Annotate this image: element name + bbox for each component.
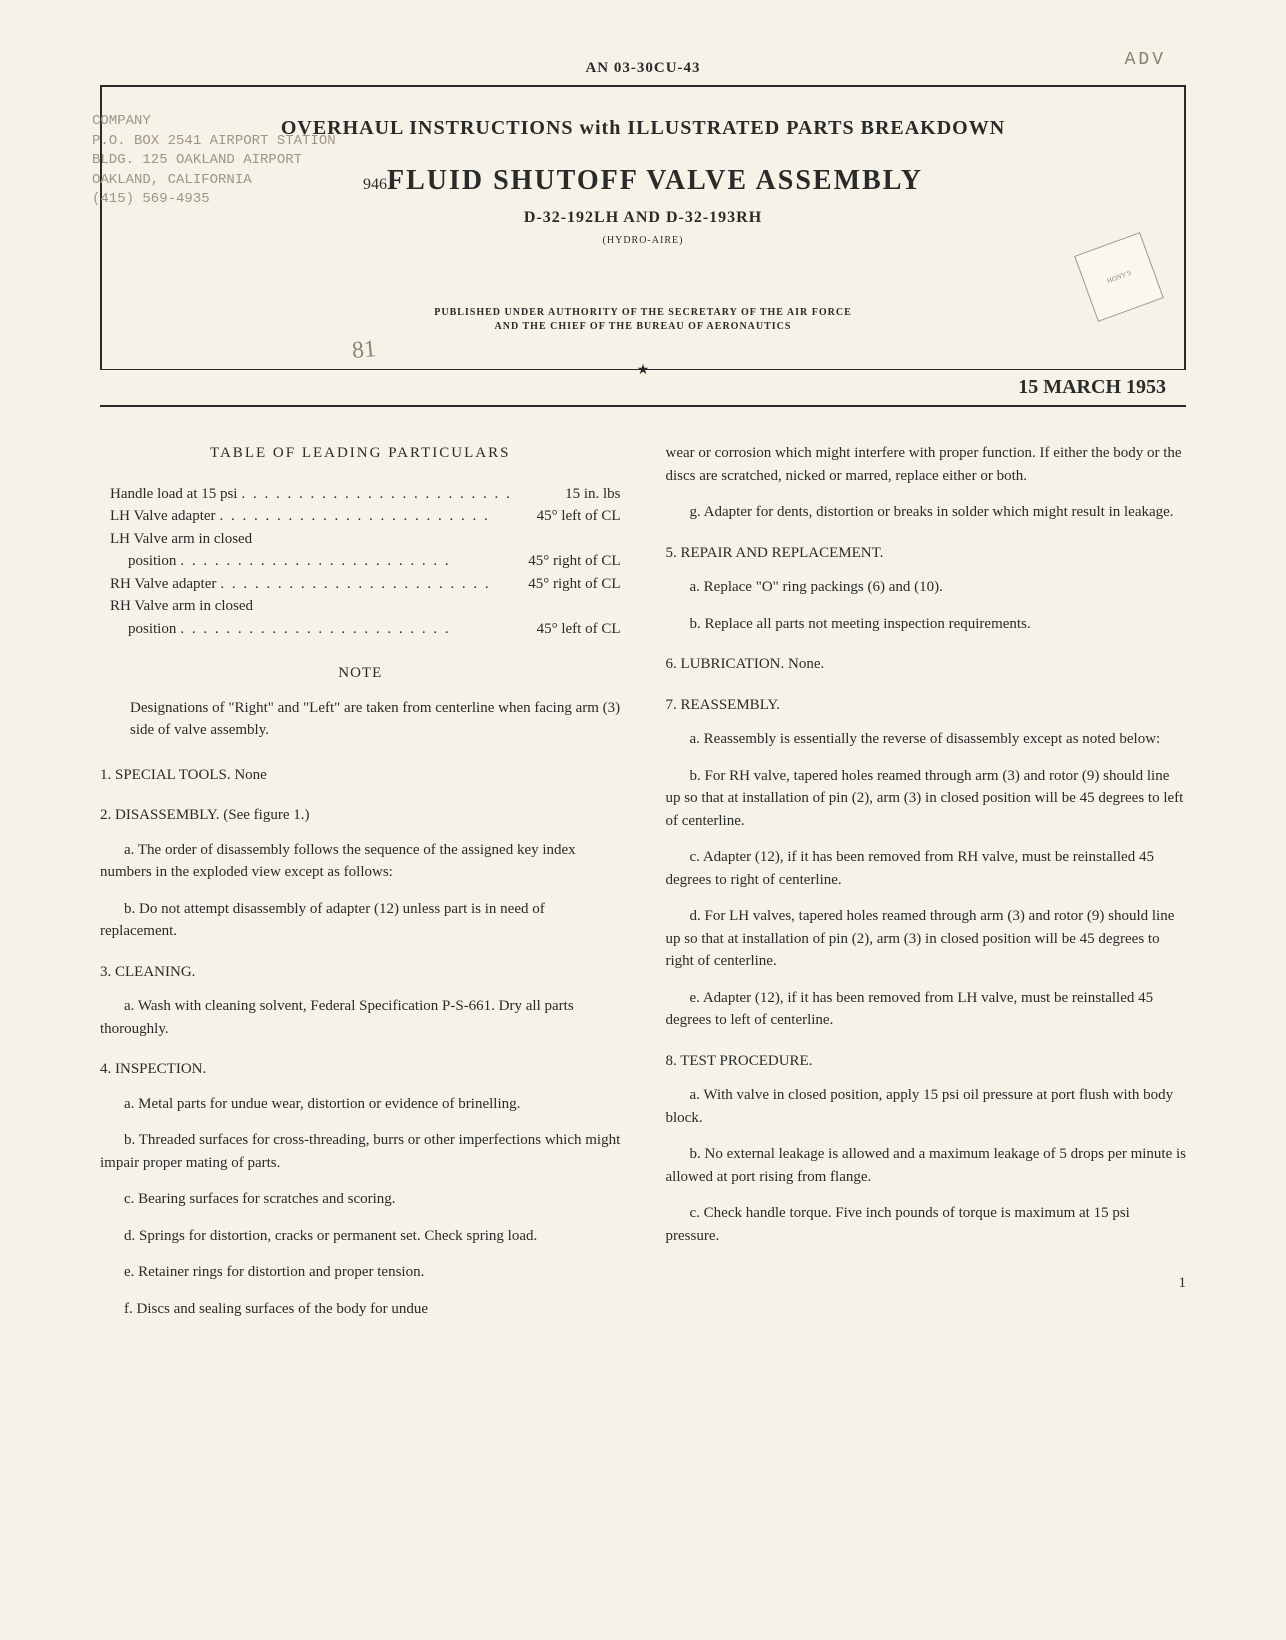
stamp-line: OAKLAND, CALIFORNIA — [92, 171, 336, 191]
handwriting: 81 — [351, 336, 377, 365]
leading-value: 45° right of CL — [528, 573, 620, 596]
publication-date: 15 MARCH 1953 — [120, 376, 1166, 399]
advance-stamp: ADV — [1125, 50, 1166, 70]
star-icon: ★ — [637, 362, 650, 379]
paragraph-continuation: wear or corrosion which might interfere … — [666, 442, 1187, 487]
paragraph: b. No external leakage is allowed and a … — [666, 1143, 1187, 1188]
leading-row: LH Valve adapter . . . . . . . . . . . .… — [110, 505, 621, 528]
leader-dots: . . . . . . . . . . . . . . . . . . . . … — [180, 618, 532, 641]
paragraph: a. With valve in closed position, apply … — [666, 1084, 1187, 1129]
part-numbers: D-32-192LH AND D-32-193RH — [132, 209, 1154, 227]
paragraph: d. For LH valves, tapered holes reamed t… — [666, 905, 1187, 973]
manufacturer: (HYDRO-AIRE) — [132, 235, 1154, 246]
document-id: AN 03-30CU-43 — [100, 60, 1186, 77]
right-body-text: wear or corrosion which might interfere … — [666, 442, 1187, 1247]
leading-value: 15 in. lbs — [565, 483, 620, 506]
leading-particulars-title: TABLE OF LEADING PARTICULARS — [100, 442, 621, 465]
section-heading: 8. TEST PROCEDURE. — [666, 1050, 1187, 1073]
leader-dots: . . . . . . . . . . . . . . . . . . . . … — [180, 550, 524, 573]
company-stamp: COMPANY P.O. BOX 2541 AIRPORT STATION BL… — [92, 112, 336, 210]
leading-label: RH Valve adapter — [110, 573, 216, 596]
paragraph: b. Threaded surfaces for cross-threading… — [100, 1129, 621, 1174]
authority-line: PUBLISHED UNDER AUTHORITY OF THE SECRETA… — [132, 306, 1154, 320]
right-column: wear or corrosion which might interfere … — [666, 442, 1187, 1334]
paragraph: b. For RH valve, tapered holes reamed th… — [666, 765, 1187, 833]
paragraph: a. The order of disassembly follows the … — [100, 839, 621, 884]
leading-row: LH Valve arm in closed — [110, 528, 621, 551]
leading-value: 45° right of CL — [528, 550, 620, 573]
paragraph: e. Adapter (12), if it has been removed … — [666, 987, 1187, 1032]
leading-label: Handle load at 15 psi — [110, 483, 237, 506]
paragraph: c. Adapter (12), if it has been removed … — [666, 846, 1187, 891]
section-heading: 3. CLEANING. — [100, 961, 621, 984]
paragraph: a. Reassembly is essentially the reverse… — [666, 728, 1187, 751]
leading-particulars-table: Handle load at 15 psi . . . . . . . . . … — [100, 483, 621, 641]
paragraph: a. Metal parts for undue wear, distortio… — [100, 1093, 621, 1116]
leader-dots: . . . . . . . . . . . . . . . . . . . . … — [241, 483, 561, 506]
note-body: Designations of "Right" and "Left" are t… — [130, 697, 621, 742]
leading-value: 45° left of CL — [537, 505, 621, 528]
leading-label: position — [128, 618, 176, 641]
title-prefix: 946 — [363, 176, 387, 193]
leading-row: Handle load at 15 psi . . . . . . . . . … — [110, 483, 621, 506]
section-heading: 1. SPECIAL TOOLS. None — [100, 764, 621, 787]
paragraph: g. Adapter for dents, distortion or brea… — [666, 501, 1187, 524]
paragraph: e. Retainer rings for distortion and pro… — [100, 1261, 621, 1284]
leader-dots: . . . . . . . . . . . . . . . . . . . . … — [220, 505, 533, 528]
stamp-line: P.O. BOX 2541 AIRPORT STATION — [92, 132, 336, 152]
leading-value: 45° left of CL — [537, 618, 621, 641]
paragraph: b. Replace all parts not meeting inspect… — [666, 613, 1187, 636]
section-heading: 5. REPAIR AND REPLACEMENT. — [666, 542, 1187, 565]
leader-dots: . . . . . . . . . . . . . . . . . . . . … — [220, 573, 524, 596]
paragraph: c. Check handle torque. Five inch pounds… — [666, 1202, 1187, 1247]
paragraph: b. Do not attempt disassembly of adapter… — [100, 898, 621, 943]
stamp-line: COMPANY — [92, 112, 336, 132]
leading-row: RH Valve arm in closed — [110, 595, 621, 618]
page-number: 1 — [666, 1272, 1187, 1295]
section-heading: 6. LUBRICATION. None. — [666, 653, 1187, 676]
title-text: FLUID SHUTOFF VALVE ASSEMBLY — [387, 165, 923, 196]
paragraph: a. Wash with cleaning solvent, Federal S… — [100, 995, 621, 1040]
section-heading: 2. DISASSEMBLY. (See figure 1.) — [100, 804, 621, 827]
left-column: TABLE OF LEADING PARTICULARS Handle load… — [100, 442, 621, 1334]
paragraph: c. Bearing surfaces for scratches and sc… — [100, 1188, 621, 1211]
leading-row: RH Valve adapter . . . . . . . . . . . .… — [110, 573, 621, 596]
leading-label: RH Valve arm in closed — [110, 595, 253, 618]
leading-label: position — [128, 550, 176, 573]
stamp-line: (415) 569-4935 — [92, 190, 336, 210]
paragraph: a. Replace "O" ring packings (6) and (10… — [666, 576, 1187, 599]
authority-line: AND THE CHIEF OF THE BUREAU OF AERONAUTI… — [132, 320, 1154, 334]
leading-row: position . . . . . . . . . . . . . . . .… — [128, 550, 621, 573]
paragraph: f. Discs and sealing surfaces of the bod… — [100, 1298, 621, 1321]
header-box: COMPANY P.O. BOX 2541 AIRPORT STATION BL… — [100, 85, 1186, 369]
section-heading: 7. REASSEMBLY. — [666, 694, 1187, 717]
leading-label: LH Valve arm in closed — [110, 528, 252, 551]
header-bottom-bar: ★ 15 MARCH 1953 — [100, 369, 1186, 407]
leading-label: LH Valve adapter — [110, 505, 216, 528]
left-body-text: 1. SPECIAL TOOLS. None 2. DISASSEMBLY. (S… — [100, 764, 621, 1321]
section-heading: 4. INSPECTION. — [100, 1058, 621, 1081]
stamp-line: BLDG. 125 OAKLAND AIRPORT — [92, 151, 336, 171]
leading-row: position . . . . . . . . . . . . . . . .… — [128, 618, 621, 641]
authority-statement: PUBLISHED UNDER AUTHORITY OF THE SECRETA… — [132, 306, 1154, 334]
note-heading: NOTE — [100, 662, 621, 685]
paragraph: d. Springs for distortion, cracks or per… — [100, 1225, 621, 1248]
content-columns: TABLE OF LEADING PARTICULARS Handle load… — [100, 442, 1186, 1334]
